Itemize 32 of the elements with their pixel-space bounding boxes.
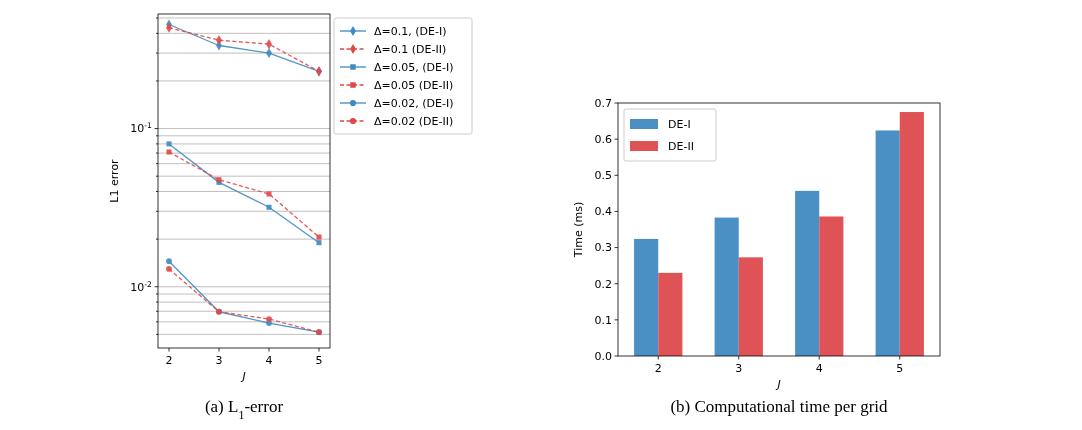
legend-label: Δ=0.02 (DE-II) [374,114,454,128]
legend-label: Δ=0.05 (DE-II) [374,78,454,92]
y-tick-label: 0.1 [594,313,612,327]
x-tick-label: 3 [215,354,223,367]
y-tick-label: 10$^{-1}$ [130,120,153,136]
y-tick-label: 0.7 [594,96,612,110]
y-tick-label: 10$^{-2}$ [130,279,153,294]
y-axis-title: L1 error [108,158,121,203]
legend-label: Δ=0.02, (DE-I) [374,96,454,110]
legend-label: Δ=0.05, (DE-I) [374,60,454,74]
y-tick-label: 0.4 [594,205,612,219]
y-tick-label: 0.6 [594,132,612,146]
legend-label: Δ=0.1, (DE-I) [374,24,447,38]
y-tick-label: 0.2 [594,277,612,291]
x-tick-label: 2 [654,362,662,375]
x-tick-label: 5 [896,362,904,375]
x-axis-title: J [775,378,781,391]
y-tick-label: 0.0 [594,349,612,363]
text: (a) L$_{1}$-error [204,397,284,422]
text: (b) Computational time per grid [670,397,889,416]
legend-label: DE-II [668,139,694,153]
x-tick-label: 4 [815,362,823,375]
x-tick-label: 5 [315,354,323,367]
x-tick-label: 2 [165,354,173,367]
x-tick-label: 4 [265,354,273,367]
y-tick-label: 0.3 [594,241,612,255]
legend-label: Δ=0.1 (DE-II) [374,42,447,56]
x-tick-label: 3 [735,362,743,375]
legend-label: DE-I [668,117,691,131]
x-axis-title: J [240,370,246,383]
y-axis-title: Time (ms) [572,201,585,259]
y-tick-label: 0.5 [594,169,612,183]
